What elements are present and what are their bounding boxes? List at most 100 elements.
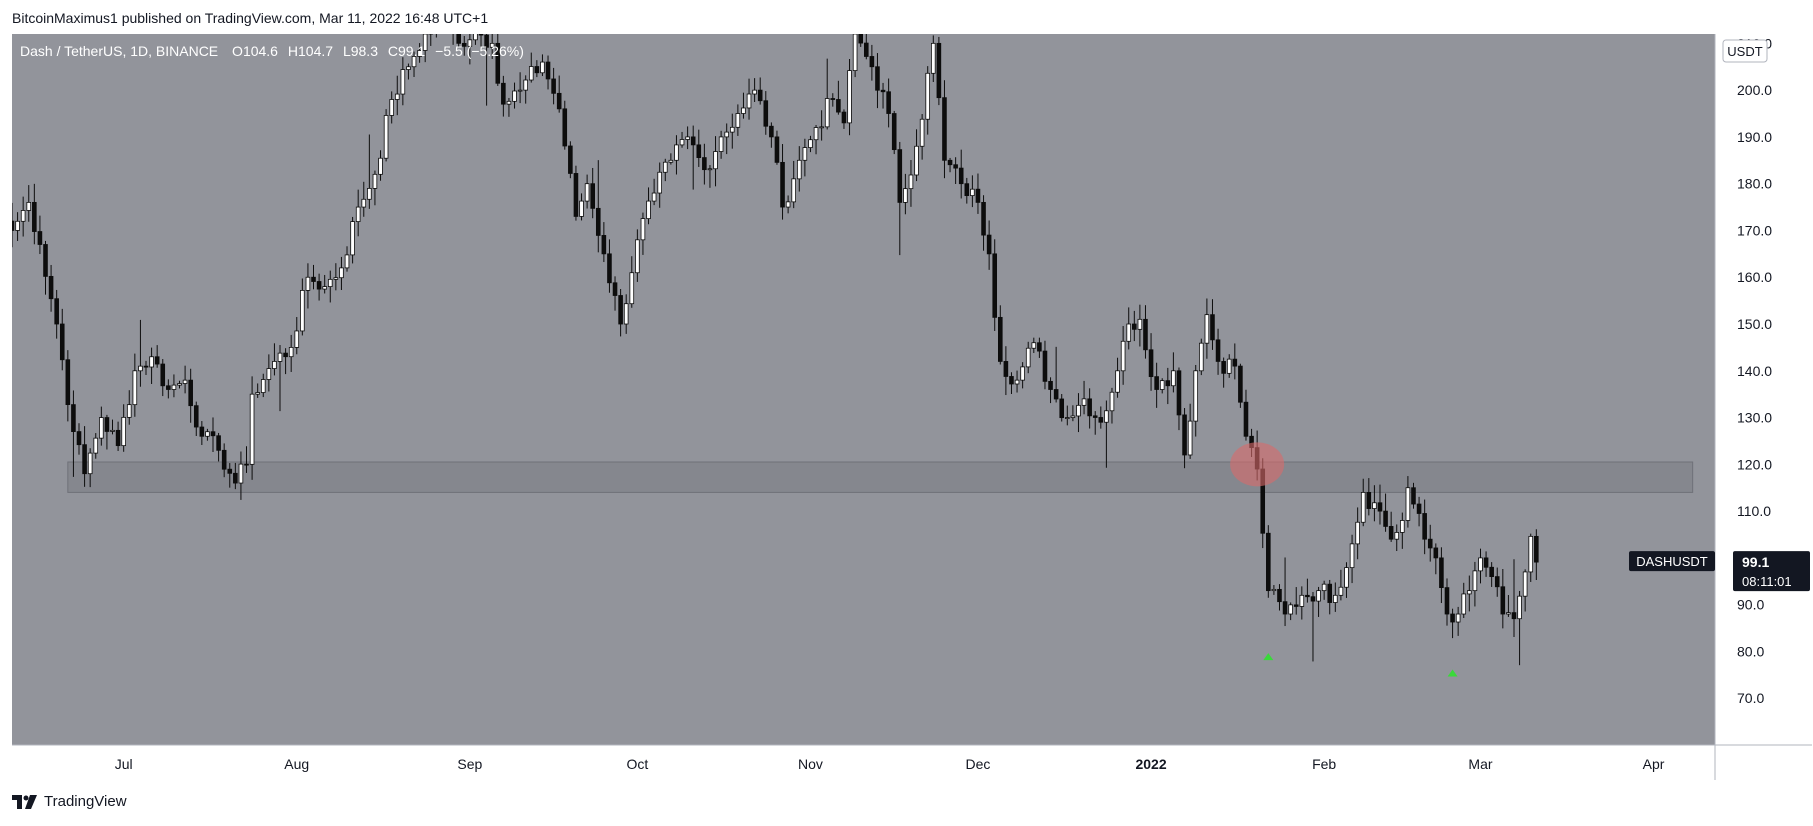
candle-down[interactable]: [1494, 576, 1500, 588]
candle-down[interactable]: [1243, 401, 1249, 437]
candle-up[interactable]: [249, 393, 255, 465]
candle-up[interactable]: [819, 126, 824, 129]
candle-down[interactable]: [166, 385, 171, 390]
candle-up[interactable]: [640, 218, 646, 241]
candle-down[interactable]: [160, 363, 166, 387]
candle-up[interactable]: [1394, 532, 1400, 540]
candle-down[interactable]: [1388, 526, 1394, 540]
candle-up[interactable]: [1014, 379, 1020, 385]
candle-down[interactable]: [1182, 414, 1187, 456]
candle-down[interactable]: [763, 100, 769, 127]
candle-up[interactable]: [679, 139, 685, 146]
candle-up[interactable]: [15, 220, 20, 231]
candle-down[interactable]: [964, 183, 970, 197]
candle-up[interactable]: [1070, 415, 1076, 418]
candle-down[interactable]: [1310, 596, 1316, 602]
candle-down[interactable]: [1092, 415, 1098, 418]
candle-up[interactable]: [389, 99, 394, 116]
candle-down[interactable]: [12, 220, 15, 231]
candle-down[interactable]: [501, 82, 506, 105]
candle-up[interactable]: [294, 330, 300, 348]
candle-up[interactable]: [473, 34, 478, 41]
candle-down[interactable]: [244, 463, 249, 466]
candle-down[interactable]: [154, 356, 160, 365]
candle-down[interactable]: [942, 97, 947, 161]
candle-up[interactable]: [930, 42, 936, 74]
candle-down[interactable]: [1422, 513, 1427, 540]
candlestick-chart[interactable]: 70.080.090.0100.0110.0120.0130.0140.0150…: [12, 34, 1812, 780]
candle-up[interactable]: [523, 79, 528, 91]
candle-up[interactable]: [668, 159, 674, 163]
candle-down[interactable]: [1221, 361, 1226, 374]
candle-up[interactable]: [1467, 590, 1472, 595]
candle-down[interactable]: [1366, 492, 1372, 509]
candle-up[interactable]: [746, 93, 752, 109]
candle-down[interactable]: [1416, 503, 1422, 514]
candle-up[interactable]: [20, 210, 26, 222]
candle-down[interactable]: [104, 417, 110, 432]
candle-up[interactable]: [729, 126, 735, 133]
breakdown-highlight[interactable]: [1230, 442, 1285, 487]
candle-down[interactable]: [221, 449, 227, 470]
candle-down[interactable]: [690, 136, 696, 146]
candle-up[interactable]: [662, 161, 668, 173]
candle-down[interactable]: [891, 113, 897, 151]
candle-up[interactable]: [646, 200, 651, 220]
candle-down[interactable]: [869, 56, 875, 68]
candle-up[interactable]: [813, 127, 819, 141]
candle-down[interactable]: [830, 98, 836, 100]
candle-down[interactable]: [562, 108, 568, 147]
candle-down[interactable]: [1439, 557, 1444, 589]
candle-down[interactable]: [1327, 583, 1333, 603]
candle-down[interactable]: [880, 89, 886, 93]
candle-up[interactable]: [629, 272, 635, 305]
candle-up[interactable]: [327, 278, 333, 287]
candle-down[interactable]: [1383, 510, 1388, 527]
candle-up[interactable]: [1400, 520, 1405, 533]
candle-down[interactable]: [54, 298, 59, 325]
candle-up[interactable]: [344, 254, 350, 269]
candle-up[interactable]: [422, 34, 428, 51]
candle-up[interactable]: [138, 365, 143, 372]
candle-down[interactable]: [143, 365, 149, 368]
candle-down[interactable]: [875, 66, 880, 91]
candle-down[interactable]: [484, 34, 489, 48]
candle-up[interactable]: [26, 201, 32, 211]
candle-up[interactable]: [1360, 492, 1366, 523]
candle-down[interactable]: [841, 111, 847, 124]
candle-up[interactable]: [1338, 586, 1344, 596]
candle-down[interactable]: [618, 295, 623, 325]
candle-down[interactable]: [997, 316, 1003, 362]
candle-up[interactable]: [1171, 370, 1176, 387]
candle-up[interactable]: [1065, 417, 1070, 419]
candle-down[interactable]: [1433, 547, 1439, 559]
candle-down[interactable]: [545, 61, 551, 80]
candle-down[interactable]: [82, 444, 87, 475]
candle-up[interactable]: [752, 89, 757, 95]
candle-up[interactable]: [785, 201, 791, 208]
candle-down[interactable]: [601, 235, 607, 255]
candle-up[interactable]: [93, 437, 99, 454]
candle-down[interactable]: [1154, 376, 1159, 390]
candle-up[interactable]: [322, 286, 327, 290]
candle-down[interactable]: [311, 276, 316, 282]
candle-down[interactable]: [1059, 398, 1065, 419]
candle-down[interactable]: [1009, 376, 1014, 385]
candle-down[interactable]: [233, 472, 238, 484]
candle-down[interactable]: [1098, 417, 1104, 423]
candle-up[interactable]: [1316, 590, 1321, 602]
candle-up[interactable]: [1528, 535, 1534, 573]
candle-up[interactable]: [914, 145, 919, 176]
candle-up[interactable]: [1461, 593, 1467, 615]
candle-down[interactable]: [316, 281, 322, 290]
candle-up[interactable]: [651, 192, 657, 202]
candle-down[interactable]: [48, 275, 54, 300]
candle-up[interactable]: [266, 368, 272, 380]
candle-down[interactable]: [958, 167, 964, 185]
candle-down[interactable]: [283, 352, 288, 358]
candle-up[interactable]: [300, 290, 305, 332]
candle-up[interactable]: [1472, 570, 1478, 592]
candle-down[interactable]: [65, 359, 71, 406]
candle-up[interactable]: [707, 168, 713, 171]
candle-up[interactable]: [685, 136, 690, 140]
